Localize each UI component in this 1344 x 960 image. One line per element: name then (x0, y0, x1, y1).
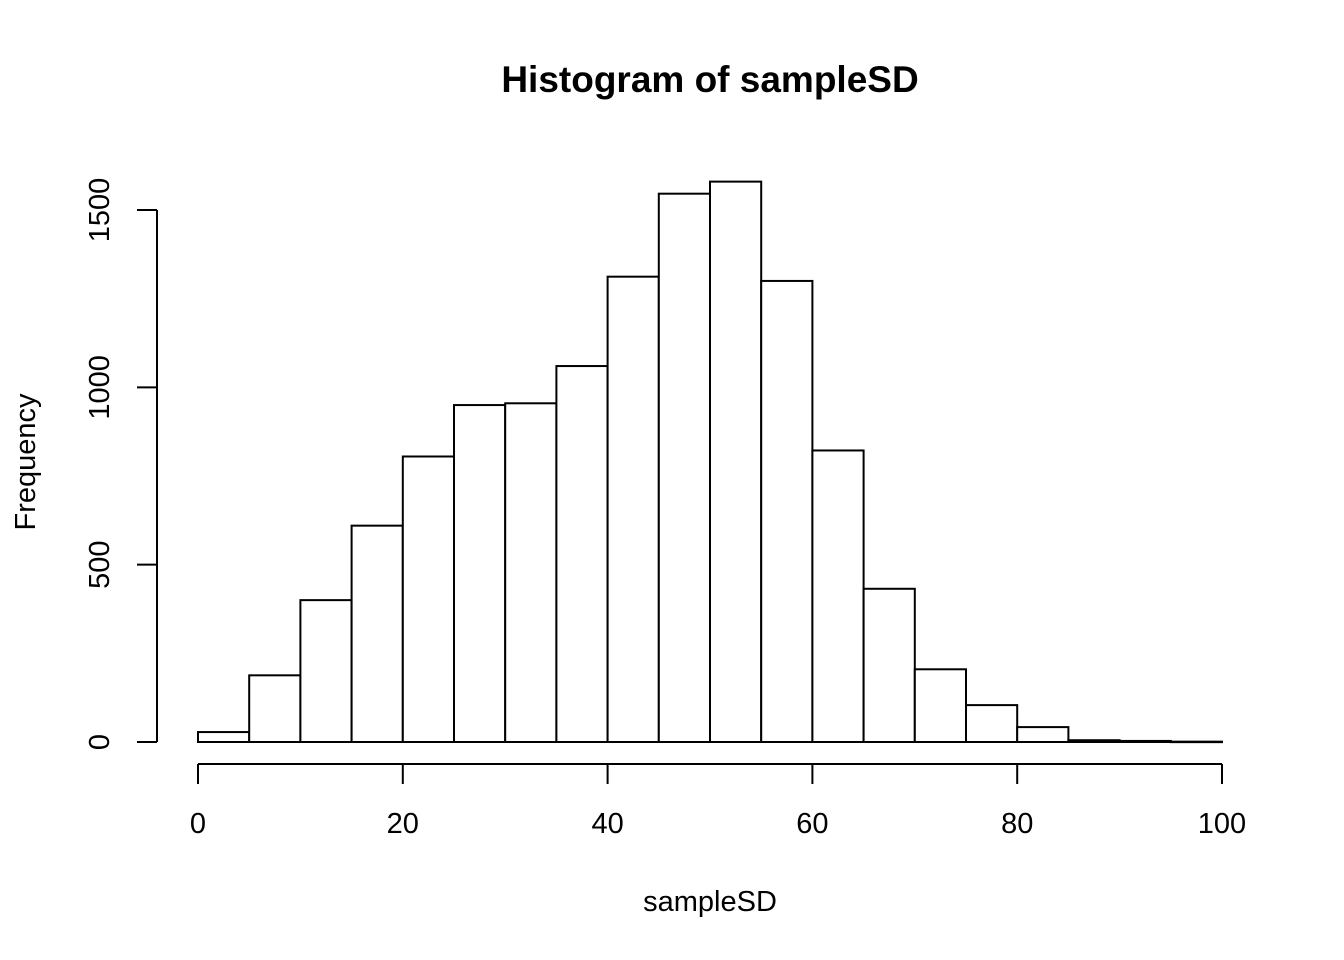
histogram-bar (913, 668, 967, 743)
y-tick-label: 1500 (84, 178, 116, 243)
x-axis-label: sampleSD (643, 886, 777, 918)
y-tick-label: 0 (84, 734, 116, 750)
x-tick-label: 60 (796, 808, 828, 840)
histogram-bar (1016, 726, 1070, 744)
histogram-bar (965, 704, 1019, 744)
histogram-bar (453, 404, 507, 743)
histogram-bar (248, 674, 302, 744)
y-axis-label: Frequency (10, 393, 42, 531)
histogram-bar (1067, 739, 1121, 744)
x-tick-label: 40 (591, 808, 623, 840)
y-axis: 0 500 1000 1500 (84, 178, 158, 750)
y-tick-label: 1000 (84, 355, 116, 420)
histogram-bar (760, 279, 814, 743)
histogram-bar (1169, 740, 1224, 744)
histogram-bar (299, 599, 353, 744)
y-tick-label: 500 (84, 540, 116, 588)
histogram-bar (709, 180, 763, 744)
histogram-bar (401, 455, 455, 743)
histogram-bar (504, 402, 558, 743)
histogram-bar (811, 449, 865, 743)
x-tick-label: 0 (190, 808, 206, 840)
x-tick-label: 20 (387, 808, 419, 840)
chart-title: Histogram of sampleSD (501, 59, 918, 100)
x-tick-label: 80 (1001, 808, 1033, 840)
bars-group (197, 180, 1224, 744)
histogram-bar (555, 365, 609, 743)
histogram-bar (606, 275, 660, 743)
histogram-bar (197, 731, 251, 744)
histogram-bar (1118, 739, 1172, 743)
x-axis: 0 20 40 60 80 100 (190, 763, 1246, 840)
x-tick-label: 100 (1198, 808, 1246, 840)
histogram-bar (657, 192, 711, 743)
histogram-bar (350, 524, 404, 743)
histogram-bar (862, 587, 916, 743)
